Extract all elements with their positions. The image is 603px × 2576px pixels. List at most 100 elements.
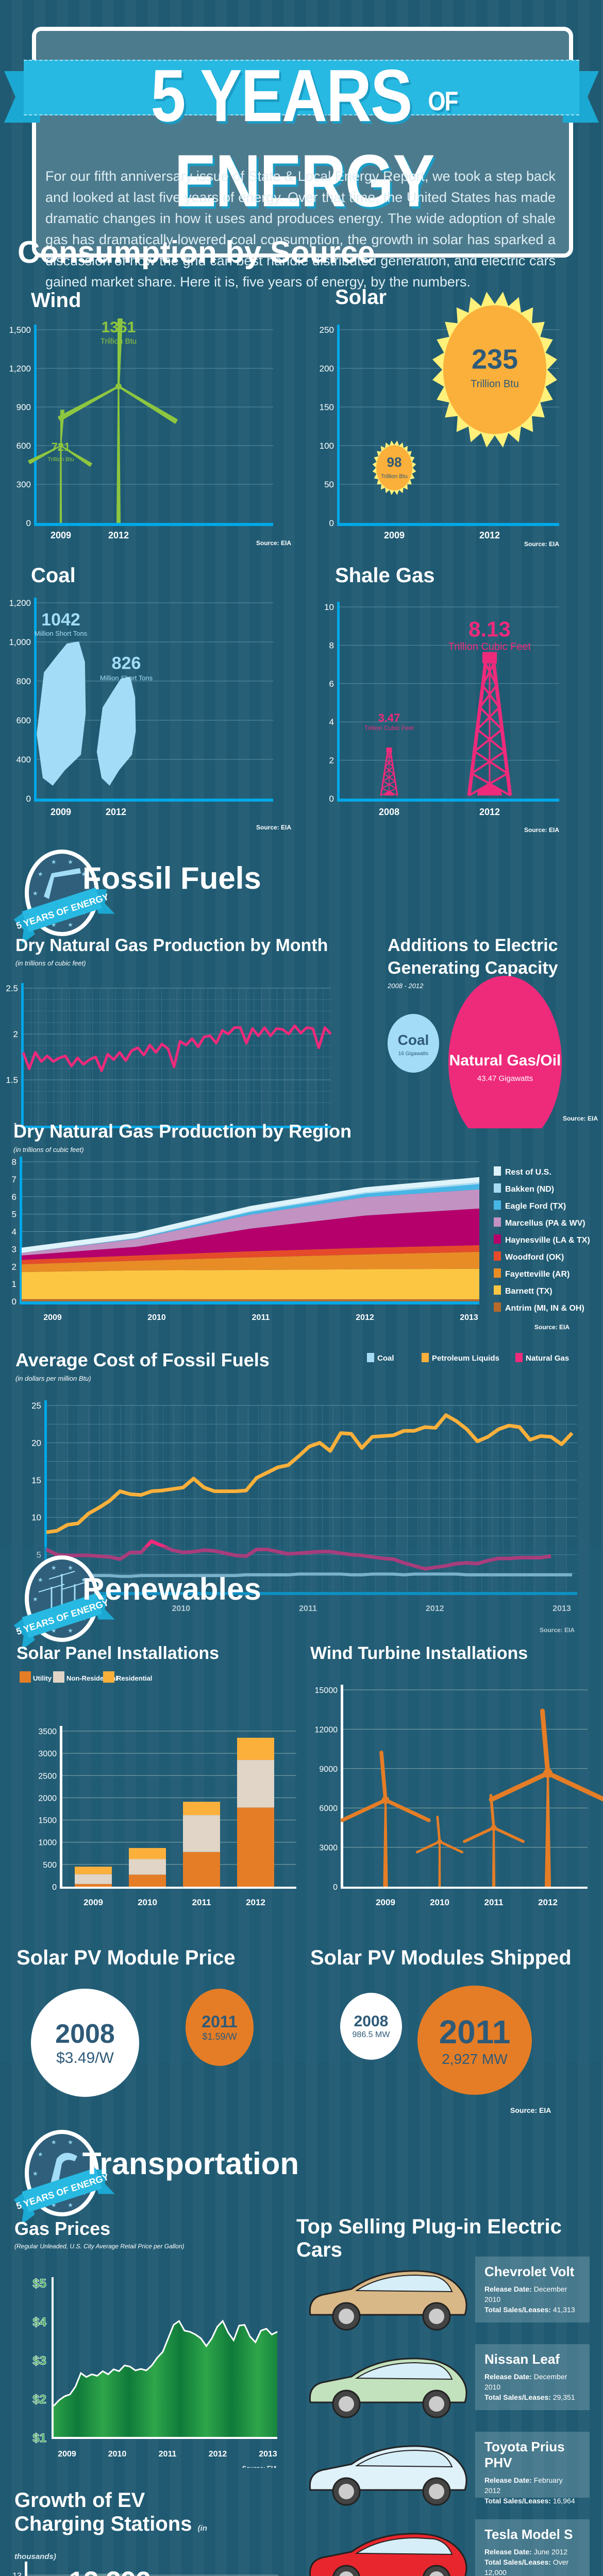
y-axis [34,598,37,801]
x-tick-label: 2009 [384,530,405,540]
star-icon: ★ [38,2150,43,2158]
star-icon: ★ [38,870,43,877]
sales-label: Total Sales/Leases: [484,2558,551,2566]
x-tick-label: 2013 [259,2450,277,2459]
stacked-bar-segment [129,1859,166,1875]
sales-count: 29,351 [552,2393,575,2401]
x-tick-label: 2013 [460,1313,478,1322]
ng-region-chart: Dry Natural Gas Production by Region (in … [12,1121,590,1331]
x-tick-label: 2009 [51,530,71,540]
chart-title: Dry Natural Gas Production by Month [15,936,328,955]
source: Source: EIA [524,826,559,834]
x-tick-label: 2012 [106,807,126,817]
chart-title: Coal [31,564,76,587]
y-tick-label: 2 [329,756,334,766]
y-tick-label: $5 [32,2277,46,2291]
value-label: 1042 [41,610,80,630]
x-tick-label: 2011 [159,2450,177,2459]
y-tick-label: 1,500 [9,325,31,335]
y-tick-label: 3500 [38,1727,57,1736]
renewables-badge: ★★★★★★★★★★5 YEARS OF ENERGY [13,1555,115,1650]
wind-turbine-bar [415,1816,464,1887]
chart-title: Solar Panel Installations [16,1643,219,1663]
unit-label: Trillion Btu [47,456,74,463]
legend-swatch [494,1268,501,1278]
chart-title: Wind Turbine Installations [310,1643,528,1663]
gas-price-area [54,2321,277,2437]
legend-swatch [494,1217,501,1227]
y-tick-label: 10 [31,1513,41,1522]
wind-install-chart: Wind Turbine Installations 0 3000 6000 9000 1… [310,1643,603,1907]
y-tick-label: 0 [329,794,334,804]
x-axis [337,523,559,526]
y-tick-label: 50 [324,480,334,489]
x-axis [60,1887,296,1889]
car-name: Chevrolet Volt [484,2264,575,2279]
x-tick-label: 2011 [192,1897,211,1907]
y-axis [52,2277,54,2439]
legend-label: Natural Gas [526,1354,569,1363]
unit-label: Million Short Tons [100,674,153,682]
pv-price-title: Solar PV Module Price [16,1946,236,1969]
x-axis [34,523,273,526]
y-axis [25,2562,27,2576]
value-label: 1361 [102,319,136,336]
star-icon: ★ [81,1576,87,1583]
wind-turbine-bar [28,410,92,523]
y-tick-label: 9000 [319,1765,338,1774]
ng-month-chart: Dry Natural Gas Production by Month (in t… [6,936,332,1128]
area-eagle-ford-tx- [22,1184,479,1253]
release-label: Release Date: [484,2476,532,2484]
coal-bubble [388,1014,439,1073]
x-tick-label: 2009 [83,1897,103,1907]
y-tick-label: 1000 [38,1839,57,1848]
source: Source: EIA [242,2465,277,2468]
chart-title: Solar [335,286,387,309]
y-tick-label: 8 [329,640,334,650]
legend-swatch [422,1353,429,1362]
sales-count: Over 12,000 [484,2558,569,2576]
chart-title: Generating Capacity [388,958,558,978]
ev-stations-title: Growth of EV Charging Stations (in thous… [14,2489,207,2561]
legend-swatch [515,1353,523,1362]
area-antrim-mi-in-oh- [22,1299,479,1301]
star-icon: ★ [51,1564,57,1571]
x-tick-label: 2012 [538,1897,558,1907]
star-icon: ★ [68,1564,73,1571]
fossil-badge: ★★★★★★★★★★5 YEARS OF ENERGY [13,850,115,944]
stacked-bar-segment [75,1874,112,1884]
y-tick-label: 6 [12,1192,16,1202]
pv-shipped-title: Solar PV Modules Shipped [310,1946,572,1969]
y-tick-label: $4 [32,2315,46,2329]
x-axis [20,1301,479,1304]
stacked-bar-segment [129,1874,166,1887]
y-tick-label: 800 [16,676,31,686]
x-tick-label: 2010 [138,1897,157,1907]
x-tick-label: 2009 [58,2450,76,2459]
derrick-bar [380,747,398,796]
y-axis [34,325,37,525]
y-tick-label: 250 [320,325,334,335]
car-illustration [309,2270,467,2331]
y-tick-label: 2.5 [6,984,18,993]
y-tick-label: 13 [12,2571,22,2576]
y-tick-label: 6000 [319,1804,338,1813]
legend-label: Coal [377,1354,394,1363]
x-tick-label: 2010 [430,1897,449,1907]
x-tick-label: 2012 [246,1897,265,1907]
stacked-bar-segment [129,1848,166,1859]
y-tick-label: $2 [32,2393,46,2406]
chart-subtitle: (in dollars per million Btu) [15,1375,91,1382]
y-tick-label: 0 [26,794,31,804]
release-label: Release Date: [484,2548,532,2556]
area-rest-of-u-s- [22,1177,479,1253]
star-icon: ★ [51,1627,57,1634]
area-woodford-ok- [22,1245,479,1264]
line-petroleum-liquids [46,1413,574,1534]
release-date: December 2010 [484,2372,567,2391]
legend-label: Barnett (TX) [505,1287,552,1296]
chart-title: Gas Prices [14,2218,110,2239]
fuel-cost-chart: Average Cost of Fossil Fuels (in dollars … [15,1349,577,1634]
